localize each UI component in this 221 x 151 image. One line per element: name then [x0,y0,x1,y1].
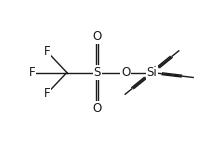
Text: O: O [121,66,130,79]
Text: S: S [94,66,101,79]
Text: Si: Si [147,66,157,79]
Text: O: O [93,102,102,115]
Text: F: F [44,87,51,100]
Text: O: O [93,31,102,43]
Text: F: F [44,45,51,58]
Text: F: F [29,66,35,79]
